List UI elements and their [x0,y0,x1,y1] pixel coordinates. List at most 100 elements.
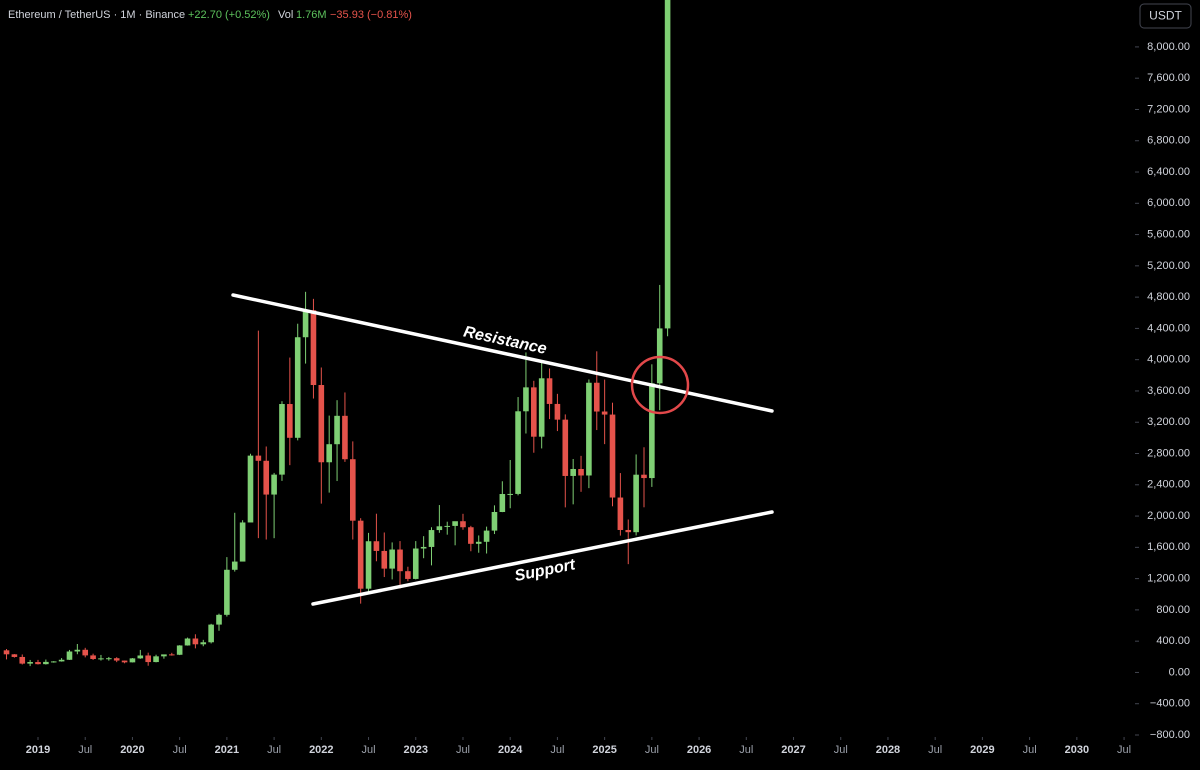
x-tick-label: 2030 [1065,744,1089,756]
x-tick-label: 2022 [309,744,333,756]
candle-body [113,658,120,661]
candle-body [365,541,372,589]
candle-body [641,474,647,479]
candle-body [609,414,616,498]
x-tick-label: 2020 [120,744,144,756]
candle-body [11,654,18,657]
candle-body [208,624,214,643]
candle-body [74,649,81,652]
candle-body [106,658,112,660]
price-change: +22.70 (+0.52%) [188,9,270,21]
x-tick-label: Jul [645,744,659,756]
candle-body [66,651,73,660]
y-tick-label: 3,600.00 [1147,385,1190,397]
candle-body [294,337,301,438]
x-tick-label: Jul [78,744,92,756]
x-tick-label: Jul [1023,744,1037,756]
candle-body [428,530,435,547]
y-tick-label: 4,800.00 [1147,291,1190,303]
y-tick-label: 2,400.00 [1147,479,1190,491]
x-tick-label: Jul [550,744,564,756]
x-tick-label: Jul [456,744,470,756]
candle-body [546,378,553,404]
candle-body [491,511,498,531]
candle-body [224,569,230,615]
x-tick-label: 2023 [404,744,428,756]
y-tick-label: 7,600.00 [1147,72,1190,84]
currency-button[interactable] [1139,3,1192,29]
candle-body [436,526,443,531]
candle-body [318,385,325,463]
breakout-circle [630,355,690,415]
candle-body [161,654,167,657]
candle-body [617,497,624,530]
x-tick-label: 2028 [876,744,900,756]
candle-body [279,404,285,475]
candle-body [129,658,136,663]
candle-body [137,655,144,659]
x-tick-label: 2026 [687,744,711,756]
y-tick-label: 6,000.00 [1147,197,1190,209]
candle-body [531,387,537,437]
candle-body [342,415,348,460]
y-tick-label: 6,800.00 [1147,135,1190,147]
y-tick-label: 7,200.00 [1147,103,1190,115]
candle-body [664,0,671,329]
candle-body [420,546,427,549]
resistance-line [231,293,774,413]
y-tick-label: 1,200.00 [1147,573,1190,585]
candles [3,0,671,667]
candle-body [562,419,569,476]
candle-body [475,541,482,544]
candle-body [412,548,419,579]
y-tick-label: 400.00 [1156,635,1190,647]
volume-value: 1.76M [296,9,327,21]
candle-body [586,382,592,476]
candle-body [200,642,207,645]
candle-body [601,411,608,415]
x-tick-label: Jul [267,744,281,756]
x-tick-label: 2021 [215,744,239,756]
candle-body [334,415,340,445]
x-tick-label: 2019 [26,744,50,756]
volume-label: Vol [278,9,293,21]
candle-body [483,530,490,542]
candle-body [82,649,89,656]
candle-body [153,656,159,663]
candle-body [176,645,183,655]
candle-body [357,520,364,589]
axes: −800.00 −400.00 0.00 400.00 800.00 1,200.00 1,… [26,41,1190,756]
x-tick-label: 2027 [781,744,805,756]
candle-body [649,383,655,479]
candle-body [538,378,545,437]
y-tick-label: 5,200.00 [1147,260,1190,272]
y-tick-label: 1,600.00 [1147,541,1190,553]
candle-body [326,444,332,463]
candle-body [633,474,639,533]
candle-body [452,521,458,526]
candle-body [168,654,175,656]
x-tick-label: Jul [173,744,187,756]
y-tick-label: −400.00 [1150,698,1190,710]
candle-body [444,525,451,527]
candle-body [350,459,356,521]
candle-body [19,656,26,664]
candle-body [35,662,41,665]
y-tick-label: 8,000.00 [1147,41,1190,53]
candle-body [216,614,222,625]
x-tick-label: 2024 [498,744,523,756]
x-tick-label: Jul [739,744,753,756]
y-tick-label: 3,200.00 [1147,416,1190,428]
candle-body [98,658,104,660]
currency-label[interactable]: USDT [1149,9,1182,23]
candle-body [515,411,521,494]
candle-body [287,404,293,438]
candle-body [255,455,262,461]
candle-body [43,661,49,665]
candle-body [271,474,277,495]
x-tick-label: Jul [928,744,942,756]
y-tick-label: 800.00 [1156,604,1190,616]
candle-body [593,382,600,412]
x-tick-label: Jul [362,744,376,756]
